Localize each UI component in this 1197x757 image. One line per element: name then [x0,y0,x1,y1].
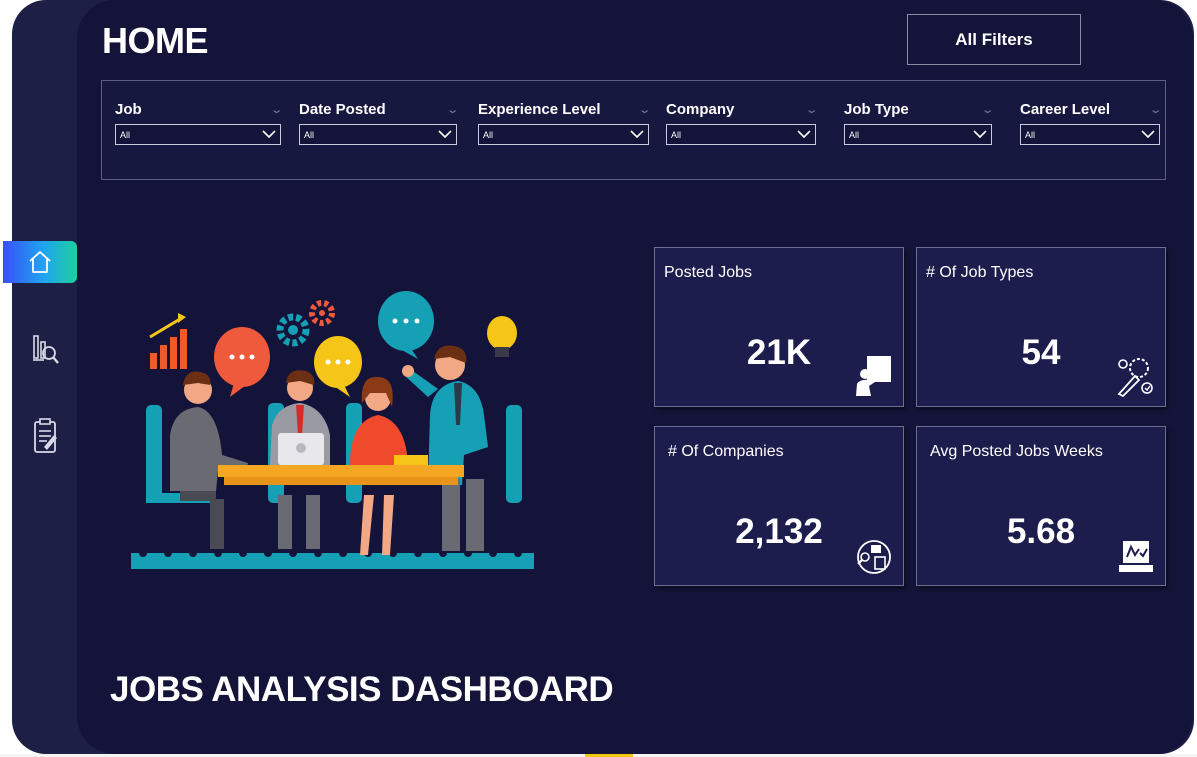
date-posted-dropdown[interactable]: All [299,124,457,145]
career-level-dropdown[interactable]: All [1020,124,1160,145]
company-search-icon [857,540,891,574]
chevron-down-icon [438,130,452,139]
experience-level-dropdown[interactable]: All [478,124,649,145]
kpi-title: # Of Job Types [926,264,1034,281]
dropdown-value: All [483,129,494,140]
presenter-icon [856,356,891,396]
all-filters-button[interactable]: All Filters [907,14,1081,65]
nav-rail [0,0,80,757]
chevron-down-icon [262,130,276,139]
slicer-label: Company [666,100,735,118]
page-marker [585,754,633,757]
company-dropdown[interactable]: All [666,124,816,145]
nav-report-button[interactable] [27,416,63,456]
slicer-label: Job Type [844,100,909,118]
chevron-down-icon[interactable]: ⌄ [269,103,284,116]
kpi-title: # Of Companies [668,443,784,460]
dropdown-value: All [671,129,682,140]
dropdown-value: All [120,129,131,140]
kpi-card-avg-posted-jobs-weeks[interactable]: Avg Posted Jobs Weeks 5.68 [916,426,1166,586]
chevron-down-icon [973,130,987,139]
page-title: HOME [102,20,209,61]
chevron-down-icon[interactable]: ⌄ [980,103,995,116]
slicer-experience-level: Experience Level ⌄ All [478,99,652,145]
slicer-label: Experience Level [478,100,601,118]
kpi-value: 54 [1021,333,1061,372]
chevron-down-icon[interactable]: ⌄ [804,103,819,116]
analysis-icon [33,335,59,364]
kpi-value: 21K [746,333,812,372]
slicer-career-level: Career Level ⌄ All [1020,99,1163,145]
chevron-down-icon [630,130,644,139]
chevron-down-icon[interactable]: ⌄ [1148,103,1163,116]
nav-home-button[interactable] [3,241,77,283]
chevron-down-icon[interactable]: ⌄ [637,103,652,116]
kpi-title: Posted Jobs [664,264,753,281]
report-icon [34,418,57,453]
kpi-value: 5.68 [1006,512,1076,551]
dropdown-value: All [1025,129,1036,140]
slicer-job-type: Job Type ⌄ All [844,99,995,145]
slicer-date-posted: Date Posted ⌄ All [299,99,460,145]
slicer-job: Job ⌄ All [115,99,284,145]
kpi-title: Avg Posted Jobs Weeks [930,443,1103,460]
slicer-company: Company ⌄ All [666,99,819,145]
job-dropdown[interactable]: All [115,124,281,145]
dropdown-value: All [304,129,315,140]
kpi-value: 2,132 [735,512,823,551]
slicer-label: Job [115,100,142,118]
nav-analysis-button[interactable] [27,328,63,368]
kpi-card-companies[interactable]: # Of Companies 2,132 [654,426,904,586]
job-type-dropdown[interactable]: All [844,124,992,145]
slicer-label: Career Level [1020,100,1111,118]
chevron-down-icon[interactable]: ⌄ [445,103,460,116]
slicer-label: Date Posted [299,100,386,118]
home-icon [29,251,51,273]
filter-panel: Job ⌄ All Date Posted ⌄ All Experience Lev… [101,80,1166,180]
chevron-down-icon [797,130,811,139]
kpi-card-job-types[interactable]: # Of Job Types 54 [916,247,1166,407]
team-meeting-illustration [131,291,534,569]
chevron-down-icon [1141,130,1155,139]
job-types-icon [1117,358,1153,398]
page-strip [0,754,1197,757]
kpi-card-posted-jobs[interactable]: Posted Jobs 21K [654,247,904,407]
dashboard-title: JOBS ANALYSIS DASHBOARD [110,670,614,709]
laptop-chart-icon [1119,541,1153,572]
dropdown-value: All [849,129,860,140]
